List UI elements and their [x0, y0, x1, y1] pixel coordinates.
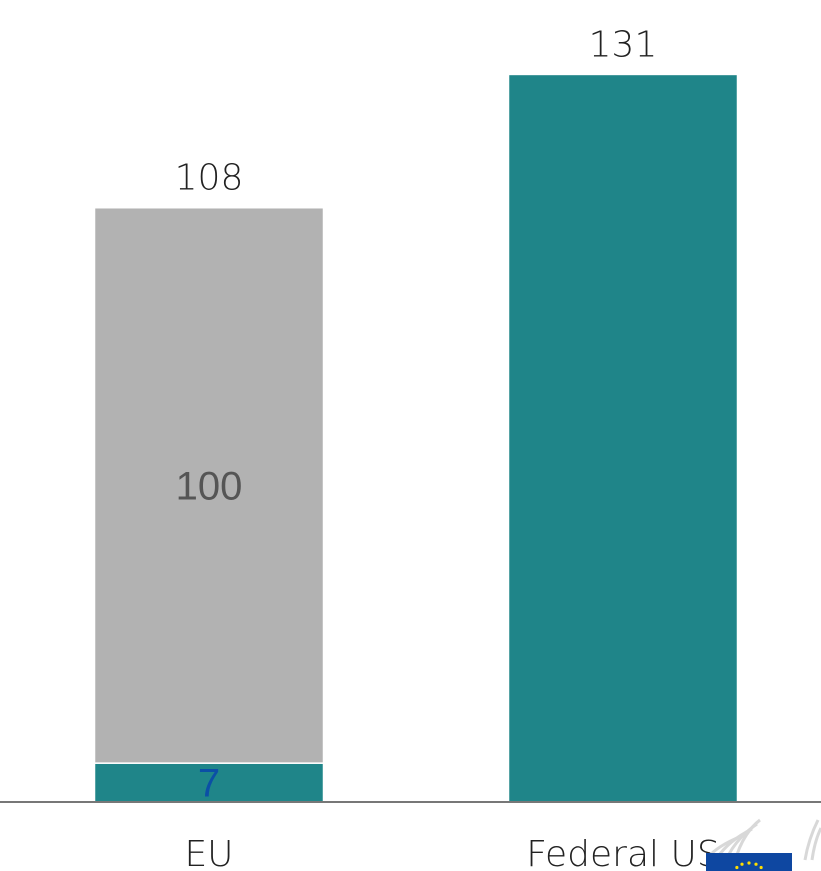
category-labels: EU Federal US	[184, 834, 719, 871]
bar-segment	[507, 73, 739, 803]
bar-segment	[93, 206, 325, 764]
star-icon	[735, 865, 739, 870]
category-label: Federal US	[526, 834, 719, 871]
star-icon	[754, 862, 758, 866]
total-value-label: 108	[175, 158, 244, 199]
eu-stars-icon	[735, 861, 763, 870]
star-icon	[747, 861, 751, 865]
european-commission-logo	[706, 818, 821, 871]
logo-swoosh	[708, 832, 748, 857]
bar-segment	[93, 762, 325, 803]
logo-swoosh	[810, 827, 821, 861]
star-icon	[740, 862, 744, 866]
segment-value-label: 7	[198, 762, 220, 806]
logo-swoosh	[803, 819, 820, 861]
total-labels: 108 131	[175, 24, 658, 198]
total-value-label: 131	[589, 24, 658, 65]
star-icon	[759, 865, 763, 870]
category-label: EU	[184, 834, 233, 871]
segment-labels: 7 100	[176, 464, 243, 805]
bars-layer	[93, 73, 739, 803]
segment-value-label: 100	[176, 464, 243, 508]
